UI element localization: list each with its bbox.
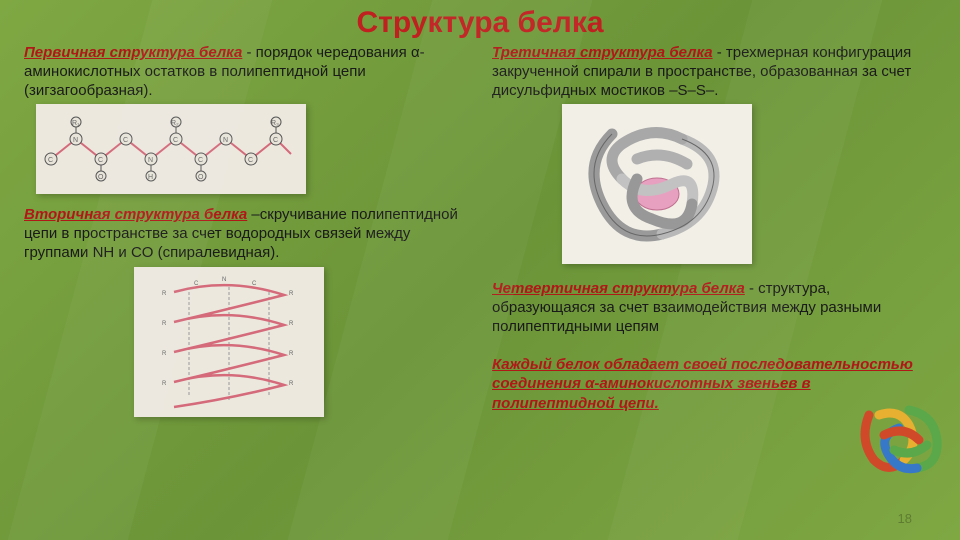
quaternary-figure: [849, 390, 954, 490]
svg-text:R: R: [289, 351, 294, 357]
svg-text:C: C: [248, 157, 253, 164]
svg-text:R: R: [289, 321, 294, 327]
svg-text:R: R: [289, 291, 294, 297]
page-number: 18: [898, 511, 912, 526]
svg-text:C: C: [252, 281, 257, 287]
svg-text:N: N: [222, 277, 226, 283]
svg-text:R₃: R₃: [271, 120, 279, 127]
svg-text:R₁: R₁: [72, 120, 80, 127]
svg-text:R: R: [289, 381, 294, 387]
svg-text:C: C: [273, 137, 278, 144]
svg-text:N: N: [73, 137, 78, 144]
svg-text:C: C: [48, 157, 53, 164]
svg-text:C: C: [98, 157, 103, 164]
